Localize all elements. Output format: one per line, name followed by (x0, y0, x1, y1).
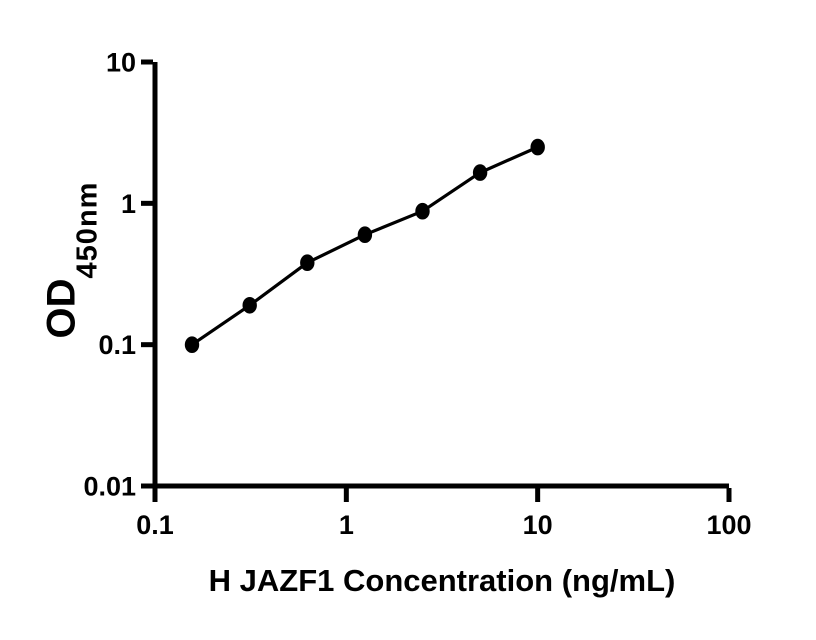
y-axis-title-main: OD (39, 278, 84, 339)
data-point (357, 226, 373, 243)
data-point (472, 164, 488, 181)
data-point (242, 297, 257, 314)
x-tick-label: 10 (523, 510, 553, 540)
y-tick-label: 1 (121, 189, 136, 219)
data-point (415, 202, 430, 220)
y-tick-label: 0.1 (98, 330, 136, 360)
data-point (530, 138, 545, 156)
y-tick-label: 0.01 (83, 472, 136, 502)
axes (152, 62, 729, 489)
x-tick-label: 1 (339, 510, 354, 540)
x-tick-label: 100 (706, 510, 751, 540)
data-point (184, 336, 200, 354)
y-tick-label: 10 (106, 48, 136, 78)
data-point (300, 254, 315, 271)
y-axis-title-subscript: 450nm (71, 181, 104, 279)
x-tick-label: 0.1 (136, 510, 174, 540)
y-axis-title: OD450nm (39, 181, 104, 339)
x-axis-title: H JAZF1 Concentration (ng/mL) (208, 563, 676, 598)
